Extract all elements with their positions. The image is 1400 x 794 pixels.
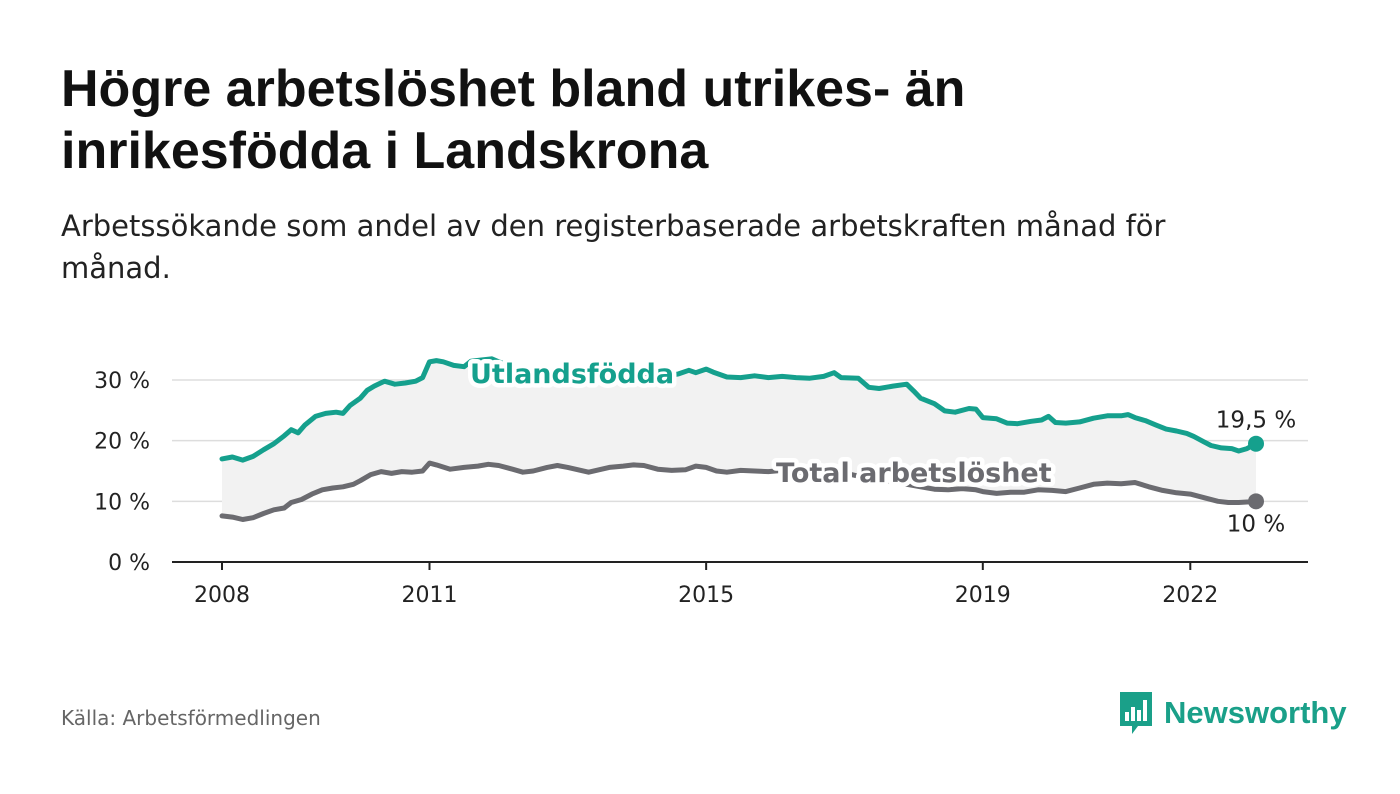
y-tick-label: 20 % bbox=[94, 430, 150, 455]
end-point-marker bbox=[1248, 493, 1264, 510]
brand-name: Newsworthy bbox=[1164, 695, 1347, 730]
y-tick-label: 30 % bbox=[94, 369, 150, 394]
x-tick-label: 2022 bbox=[1162, 583, 1218, 608]
series-labels: Utlandsfödda Total arbetslöshet 19,5 % 10 % bbox=[466, 355, 1297, 538]
end-point-marker bbox=[1248, 435, 1264, 452]
end-value-label: 19,5 % bbox=[1216, 408, 1296, 434]
y-tick-label: 0 % bbox=[108, 551, 150, 576]
axes: 0 % 10 % 20 % 30 % 2008 2011 2015 2019 2022 bbox=[94, 369, 1308, 608]
x-tick-label: 2008 bbox=[194, 583, 250, 608]
bar-chart-logo-icon bbox=[1120, 692, 1152, 734]
series-line-total bbox=[219, 460, 1259, 522]
series-line-utlandsfodda bbox=[219, 356, 1259, 463]
brand-logo[interactable]: Newsworthy bbox=[1118, 690, 1347, 736]
x-tick-label: 2011 bbox=[401, 583, 457, 608]
x-tick-label: 2019 bbox=[955, 583, 1011, 608]
series-lines bbox=[219, 356, 1264, 522]
x-tick-label: 2015 bbox=[678, 583, 734, 608]
end-value-label: 10 % bbox=[1227, 511, 1285, 537]
series-label-total: Total arbetslöshet bbox=[776, 458, 1052, 489]
source-note: Källa: Arbetsförmedlingen bbox=[61, 706, 321, 730]
line-chart: Utlandsfödda Total arbetslöshet 19,5 % 10 %… bbox=[94, 355, 1308, 608]
chart-title: Högre arbetslöshet bland utrikes- än inr… bbox=[61, 60, 966, 180]
series-label-utlandsfodda: Utlandsfödda bbox=[470, 359, 674, 390]
gap-band bbox=[222, 358, 1256, 520]
y-tick-label: 10 % bbox=[94, 490, 150, 515]
chart-subtitle: Arbetssökande som andel av den registerb… bbox=[61, 209, 1166, 285]
